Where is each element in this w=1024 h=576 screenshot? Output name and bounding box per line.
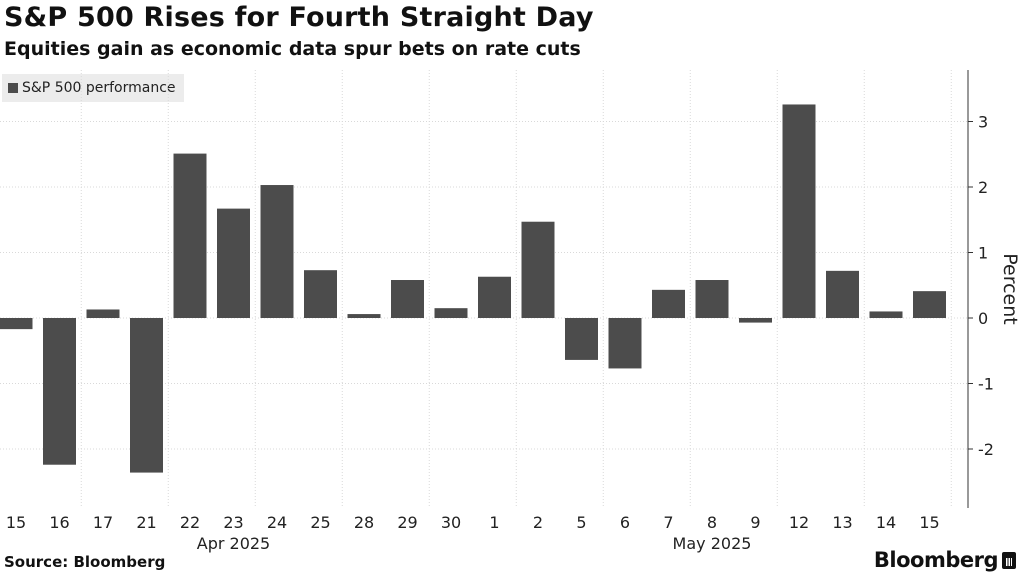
x-tick-label: 12 — [789, 513, 809, 532]
x-tick-label: 14 — [876, 513, 896, 532]
bar — [739, 318, 772, 323]
x-tick-label: 15 — [6, 513, 26, 532]
y-tick-label: -1 — [978, 375, 994, 394]
bar — [913, 291, 946, 318]
x-tick-label: 30 — [441, 513, 461, 532]
bar — [434, 308, 468, 318]
y-tick-label: 1 — [978, 244, 988, 263]
x-tick-label: 9 — [750, 513, 760, 532]
x-tick-label: 17 — [93, 513, 113, 532]
x-tick-label: 28 — [354, 513, 374, 532]
bar — [217, 208, 250, 318]
bar — [304, 270, 337, 318]
y-tick-label: 2 — [978, 178, 988, 197]
y-tick-label: 0 — [978, 309, 988, 328]
x-tick-label: 13 — [832, 513, 852, 532]
x-tick-label: 22 — [180, 513, 200, 532]
bar — [565, 318, 598, 360]
bar — [478, 276, 511, 318]
bar — [782, 104, 816, 318]
bar — [521, 221, 555, 318]
chart-subtitle: Equities gain as economic data spur bets… — [4, 38, 581, 60]
bar — [260, 185, 294, 318]
bar — [347, 314, 381, 318]
x-tick-label: 29 — [397, 513, 417, 532]
brand-name: Bloomberg — [873, 548, 999, 572]
bar — [695, 280, 729, 318]
x-tick-label: 15 — [919, 513, 939, 532]
legend-swatch — [8, 83, 18, 93]
x-tick-label: 8 — [707, 513, 717, 532]
x-tick-label: 25 — [310, 513, 330, 532]
source-note: Source: Bloomberg — [4, 553, 166, 571]
x-month-label: Apr 2025 — [197, 534, 270, 553]
y-tick-label: -2 — [978, 440, 994, 459]
legend: S&P 500 performance — [2, 74, 184, 102]
bar — [652, 289, 685, 318]
x-tick-label: 23 — [223, 513, 243, 532]
x-tick-label: 1 — [489, 513, 499, 532]
x-tick-label: 24 — [267, 513, 287, 532]
bar — [391, 280, 424, 318]
bar — [869, 311, 903, 318]
bar — [43, 318, 76, 465]
bar — [86, 309, 120, 318]
brand-logo: Bloomberg — [874, 548, 1016, 572]
bar — [173, 153, 207, 318]
x-tick-label: 21 — [136, 513, 156, 532]
x-tick-label: 16 — [49, 513, 69, 532]
x-tick-label: 2 — [533, 513, 543, 532]
y-tick-label: 3 — [978, 113, 988, 132]
x-tick-label: 6 — [620, 513, 630, 532]
bar — [608, 318, 642, 369]
chart-title: S&P 500 Rises for Fourth Straight Day — [4, 2, 594, 33]
legend-label: S&P 500 performance — [22, 80, 176, 96]
bloomberg-chart-icon — [1002, 551, 1016, 569]
x-tick-label: 5 — [576, 513, 586, 532]
bar — [130, 318, 163, 473]
bar — [826, 270, 859, 318]
bar — [0, 318, 33, 330]
y-axis-label: Percent — [999, 253, 1021, 325]
x-month-label: May 2025 — [673, 534, 752, 553]
x-tick-label: 7 — [663, 513, 673, 532]
